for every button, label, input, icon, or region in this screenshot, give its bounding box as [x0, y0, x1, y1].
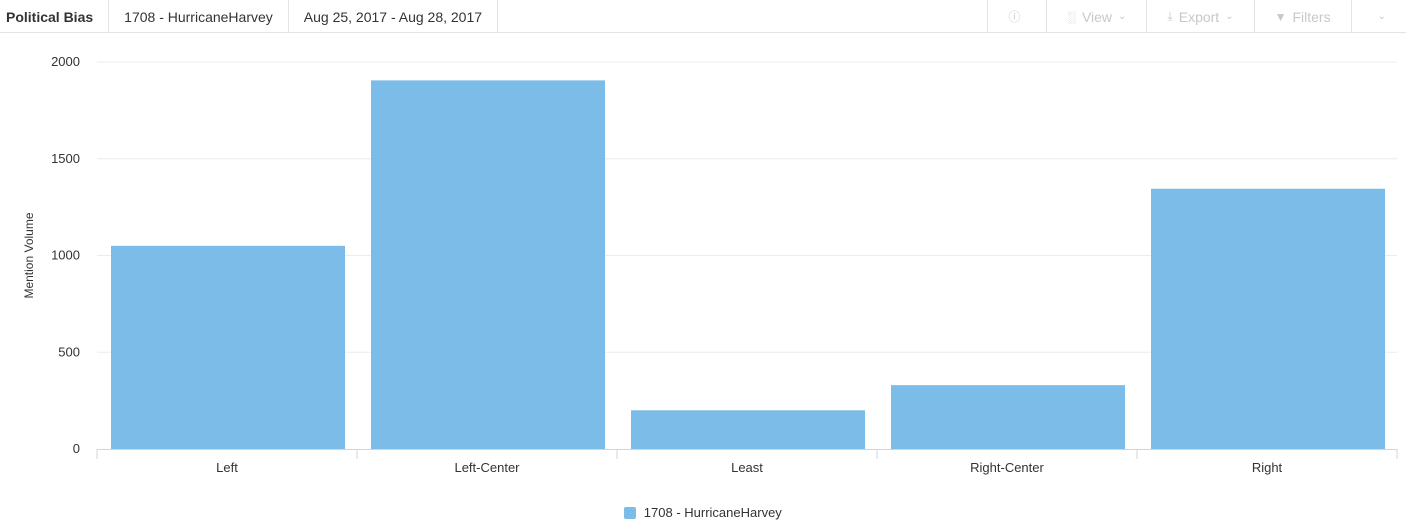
x-tick-label: Left-Center [454, 460, 520, 475]
bar [891, 385, 1125, 449]
bar [111, 245, 345, 449]
chevron-down-icon: ⌄ [1225, 11, 1234, 22]
bar [371, 80, 605, 449]
page-title: Political Bias [0, 0, 110, 33]
y-tick-label: 1500 [51, 151, 80, 166]
x-tick-label: Right [1252, 460, 1283, 475]
chevron-down-icon: ⌄ [1118, 11, 1127, 22]
query-selector[interactable]: 1708 - HurricaneHarvey [109, 0, 289, 33]
legend[interactable]: 1708 - HurricaneHarvey [0, 505, 1406, 520]
view-label: View [1081, 8, 1113, 25]
y-tick-label: 1000 [51, 248, 80, 263]
filter-icon: ▼ [1274, 9, 1287, 24]
legend-swatch [624, 507, 637, 519]
export-label: Export [1178, 8, 1220, 25]
bar-chart-icon: ░ [1067, 9, 1076, 24]
bar-chart: 0 500 1000 1500 2000 Mention Volume Left Left-C… [22, 54, 1398, 475]
x-tick-label: Least [731, 460, 763, 475]
more-button[interactable]: ⌄ [1350, 0, 1406, 33]
info-icon: ⓘ [1008, 10, 1021, 24]
y-tick-label: 0 [73, 441, 80, 456]
bar [1151, 188, 1385, 449]
toolbar-divider [0, 32, 1406, 33]
date-range-selector[interactable]: Aug 25, 2017 - Aug 28, 2017 [289, 0, 499, 33]
filters-button[interactable]: ▼ Filters [1253, 0, 1351, 33]
bar [631, 410, 865, 449]
legend-label: 1708 - HurricaneHarvey [643, 505, 782, 520]
y-axis-label: Mention Volume [22, 212, 36, 298]
info-button[interactable]: ⓘ [987, 0, 1046, 33]
y-tick-label: 2000 [51, 54, 80, 69]
filters-label: Filters [1292, 8, 1331, 25]
view-button[interactable]: ░ View ⌄ [1046, 0, 1146, 33]
toolbar: Political Bias 1708 - HurricaneHarvey Au… [0, 0, 1406, 33]
chevron-down-icon: ⌄ [1377, 11, 1386, 22]
download-icon: ⤓ [1167, 9, 1173, 23]
y-tick-label: 500 [58, 344, 80, 359]
x-tick-label: Right-Center [970, 460, 1044, 475]
x-tick-label: Left [216, 460, 238, 475]
toolbar-actions: ⓘ ░ View ⌄ ⤓ Export ⌄ ▼ Filters ⌄ [987, 0, 1406, 33]
export-button[interactable]: ⤓ Export ⌄ [1146, 0, 1253, 33]
